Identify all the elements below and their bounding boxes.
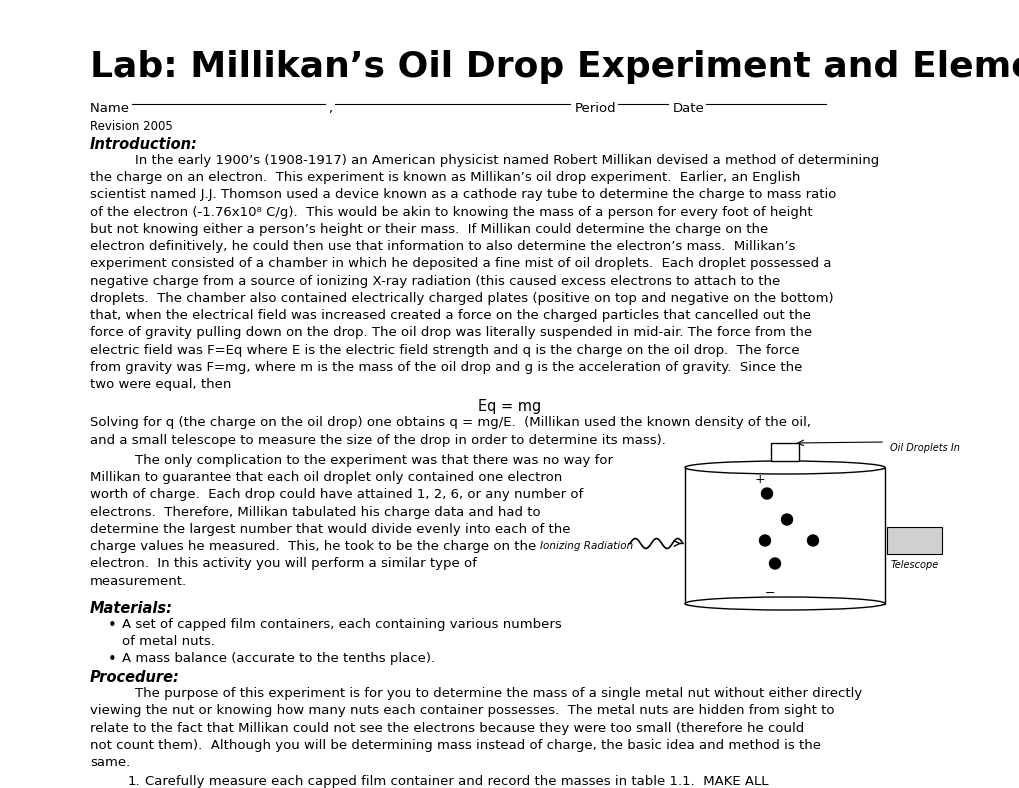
Text: measurement.: measurement.	[90, 574, 186, 588]
Text: electrons.  Therefore, Millikan tabulated his charge data and had to: electrons. Therefore, Millikan tabulated…	[90, 505, 540, 519]
Text: Introduction:: Introduction:	[90, 136, 198, 151]
Text: two were equal, then: two were equal, then	[90, 378, 231, 391]
Text: electron.  In this activity you will perform a similar type of: electron. In this activity you will perf…	[90, 557, 477, 571]
Text: experiment consisted of a chamber in which he deposited a fine mist of oil dropl: experiment consisted of a chamber in whi…	[90, 258, 830, 270]
Text: worth of charge.  Each drop could have attained 1, 2, 6, or any number of: worth of charge. Each drop could have at…	[90, 489, 583, 501]
Text: Charged droplets: Charged droplets	[794, 518, 878, 527]
Text: the charge on an electron.  This experiment is known as Millikan’s oil drop expe: the charge on an electron. This experime…	[90, 171, 800, 184]
Text: 1.: 1.	[127, 775, 141, 788]
Text: from gravity was F=mg, where m is the mass of the oil drop and g is the accelera: from gravity was F=mg, where m is the ma…	[90, 361, 802, 374]
Circle shape	[759, 535, 769, 546]
Text: force of gravity pulling down on the drop. The oil drop was literally suspended : force of gravity pulling down on the dro…	[90, 326, 811, 340]
Text: not count them).  Although you will be determining mass instead of charge, the b: not count them). Although you will be de…	[90, 739, 820, 752]
Text: of the electron (-1.76x10⁸ C/g).  This would be akin to knowing the mass of a pe: of the electron (-1.76x10⁸ C/g). This wo…	[90, 206, 812, 219]
Circle shape	[807, 535, 817, 546]
Text: Date: Date	[673, 102, 704, 115]
Text: The purpose of this experiment is for you to determine the mass of a single meta: The purpose of this experiment is for yo…	[135, 687, 861, 701]
Text: Period: Period	[575, 102, 616, 115]
Ellipse shape	[685, 461, 884, 474]
Text: electric field was F=Eq where E is the electric field strength and q is the char: electric field was F=Eq where E is the e…	[90, 344, 799, 357]
Text: Millikan to guarantee that each oil droplet only contained one electron: Millikan to guarantee that each oil drop…	[90, 471, 561, 484]
Text: Name: Name	[90, 102, 133, 115]
Text: Telescope: Telescope	[890, 559, 937, 570]
Text: electron definitively, he could then use that information to also determine the : electron definitively, he could then use…	[90, 240, 795, 253]
Bar	[770, 443, 798, 461]
Text: of metal nuts.: of metal nuts.	[122, 635, 215, 649]
Circle shape	[761, 488, 771, 499]
Text: relate to the fact that Millikan could not see the electrons because they were t: relate to the fact that Millikan could n…	[90, 722, 803, 734]
Text: Ionizing Radiation: Ionizing Radiation	[539, 541, 633, 551]
Text: −: −	[764, 587, 774, 600]
Bar	[887, 526, 942, 553]
Text: A set of capped film containers, each containing various numbers: A set of capped film containers, each co…	[122, 619, 561, 631]
Text: droplets.  The chamber also contained electrically charged plates (positive on t: droplets. The chamber also contained ele…	[90, 292, 833, 305]
Text: determine the largest number that would divide evenly into each of the: determine the largest number that would …	[90, 522, 570, 536]
Circle shape	[781, 514, 792, 525]
Text: same.: same.	[90, 756, 130, 769]
Text: Carefully measure each capped film container and record the masses in table 1.1.: Carefully measure each capped film conta…	[145, 775, 767, 788]
Text: •: •	[108, 652, 116, 667]
Ellipse shape	[685, 597, 884, 610]
Text: ,: ,	[328, 102, 332, 115]
Text: A mass balance (accurate to the tenths place).: A mass balance (accurate to the tenths p…	[122, 652, 435, 665]
Text: Revision 2005: Revision 2005	[90, 120, 172, 133]
Text: In the early 1900’s (1908-1917) an American physicist named Robert Millikan devi: In the early 1900’s (1908-1917) an Ameri…	[135, 154, 878, 167]
Text: Procedure:: Procedure:	[90, 670, 179, 685]
Text: negative charge from a source of ionizing X-ray radiation (this caused excess el: negative charge from a source of ionizin…	[90, 275, 780, 288]
Text: Oil Droplets In: Oil Droplets In	[890, 443, 959, 453]
Text: charge values he measured.  This, he took to be the charge on the: charge values he measured. This, he took…	[90, 540, 536, 553]
Text: and a small telescope to measure the size of the drop in order to determine its : and a small telescope to measure the siz…	[90, 433, 665, 447]
Text: +: +	[754, 473, 764, 486]
Text: Solving for q (the charge on the oil drop) one obtains q = mg/E.  (Millikan used: Solving for q (the charge on the oil dro…	[90, 416, 810, 429]
Text: The only complication to the experiment was that there was no way for: The only complication to the experiment …	[135, 454, 612, 466]
Text: Eq = mg: Eq = mg	[478, 400, 541, 414]
Text: Materials:: Materials:	[90, 601, 173, 616]
Text: that, when the electrical field was increased created a force on the charged par: that, when the electrical field was incr…	[90, 309, 810, 322]
Circle shape	[768, 558, 780, 569]
Text: •: •	[108, 619, 116, 634]
Text: but not knowing either a person’s height or their mass.  If Millikan could deter: but not knowing either a person’s height…	[90, 223, 767, 236]
Text: scientist named J.J. Thomson used a device known as a cathode ray tube to determ: scientist named J.J. Thomson used a devi…	[90, 188, 836, 202]
Text: Lab: Millikan’s Oil Drop Experiment and Elements of the Periodic Table: Lab: Millikan’s Oil Drop Experiment and …	[90, 50, 1019, 84]
Bar	[685, 467, 884, 604]
Text: viewing the nut or knowing how many nuts each container possesses.  The metal nu: viewing the nut or knowing how many nuts…	[90, 704, 834, 717]
